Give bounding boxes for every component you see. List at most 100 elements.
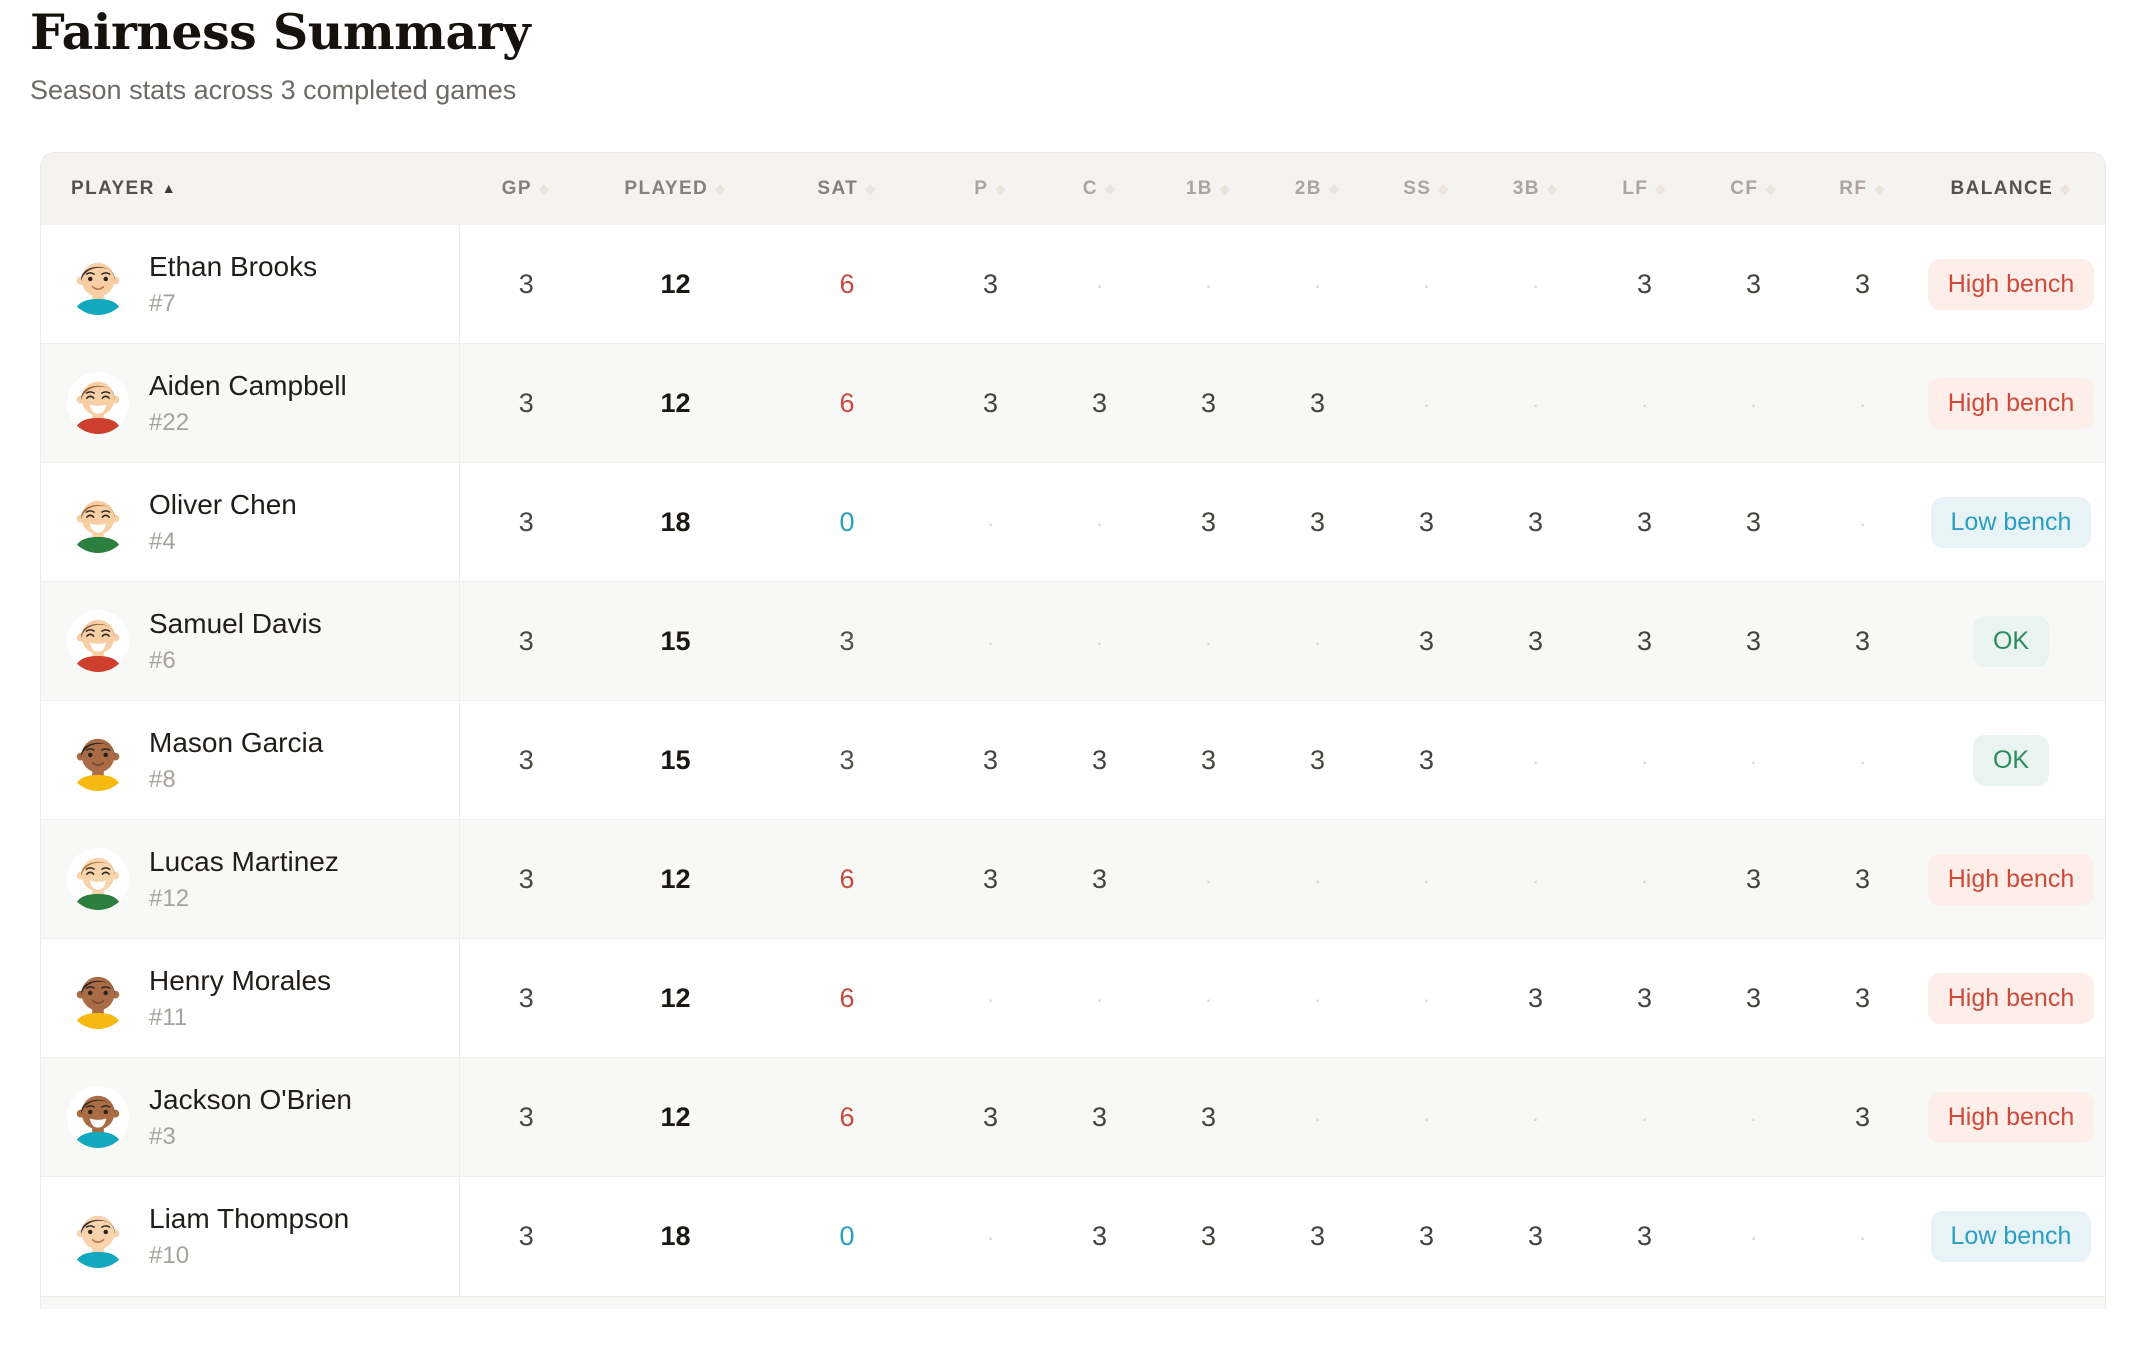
cell-cf: ·: [1699, 1176, 1808, 1296]
column-header-rf[interactable]: RF ◆: [1808, 153, 1917, 225]
column-header-1b[interactable]: 1B ◆: [1154, 153, 1263, 225]
player-avatar: [67, 253, 129, 316]
page-header: Fairness Summary Season stats across 3 c…: [0, 0, 2146, 106]
balance-badge: High bench: [1927, 972, 2095, 1024]
cell-3b: ·: [1481, 1057, 1590, 1177]
empty-dot: ·: [1313, 629, 1322, 655]
column-header-player[interactable]: PLAYER ▲: [41, 153, 459, 225]
cell-2b: ·: [1263, 225, 1372, 344]
balance-badge: OK: [1972, 734, 2050, 786]
empty-dot: ·: [1640, 748, 1649, 774]
column-header-gp[interactable]: GP ◆: [459, 153, 593, 225]
cell-balance: OK: [1917, 700, 2105, 820]
cell-2b: 3: [1263, 462, 1372, 582]
column-header-ss[interactable]: SS ◆: [1372, 153, 1481, 225]
cell-ss: ·: [1372, 938, 1481, 1058]
player-name: Jackson O'Brien: [149, 1083, 352, 1115]
empty-dot: ·: [1749, 1105, 1758, 1131]
empty-dot: ·: [1422, 1105, 1431, 1131]
cell-3b: 3: [1481, 581, 1590, 701]
column-header-sat[interactable]: SAT ◆: [758, 153, 936, 225]
column-header-balance[interactable]: BALANCE ◆: [1917, 153, 2105, 225]
column-label: SAT: [817, 177, 859, 199]
column-label: 3B: [1512, 177, 1540, 199]
cell-p: ·: [936, 581, 1045, 701]
cell-lf: 3: [1590, 1176, 1699, 1296]
cell-cf: 3: [1745, 268, 1762, 299]
column-label: 1B: [1185, 177, 1213, 199]
cell-lf: 3: [1636, 268, 1653, 299]
cell-p: 3: [936, 700, 1045, 820]
column-header-2b[interactable]: 2B ◆: [1263, 153, 1372, 225]
player-row: Oliver Chen #4 3 18 0 · · 3 3 3 3 3 3 · Low bench: [41, 462, 2105, 582]
cell-player: Aiden Campbell #22: [41, 343, 460, 463]
sort-diamond-icon: ◆: [1546, 180, 1559, 196]
cell-cf: ·: [1699, 700, 1808, 820]
player-avatar: [67, 729, 129, 792]
cell-sat: 3: [758, 581, 936, 701]
balance-badge: Low bench: [1930, 496, 2092, 548]
column-label: 2B: [1294, 177, 1322, 199]
cell-c: ·: [1045, 581, 1154, 701]
column-label: P: [974, 177, 989, 199]
sort-diamond-icon: ◆: [1104, 180, 1117, 196]
cell-rf: 3: [1808, 938, 1917, 1058]
cell-1b: 3: [1154, 462, 1263, 582]
sort-diamond-icon: ◆: [995, 180, 1007, 196]
cell-played: 18: [593, 1176, 758, 1296]
player-name: Aiden Campbell: [149, 369, 347, 401]
column-label: SS: [1403, 177, 1432, 199]
cell-played: 15: [593, 700, 758, 820]
cell-lf: ·: [1590, 819, 1699, 939]
sort-diamond-icon: ◆: [538, 180, 551, 196]
cell-sat: 6: [758, 343, 936, 463]
cell-played: 12: [660, 268, 691, 299]
column-label: GP: [501, 177, 532, 199]
cell-rf: ·: [1808, 462, 1917, 582]
cell-2b: 3: [1263, 700, 1372, 820]
player-jersey-number: #7: [149, 289, 176, 317]
sort-diamond-icon: ◆: [1328, 180, 1341, 196]
cell-cf: 3: [1699, 462, 1808, 582]
empty-dot: ·: [1422, 986, 1431, 1012]
empty-dot: ·: [1749, 391, 1758, 417]
player-avatar: [67, 610, 129, 673]
empty-dot: ·: [1531, 867, 1540, 893]
cell-played: 12: [593, 938, 758, 1058]
column-header-cf[interactable]: CF ◆: [1699, 153, 1808, 225]
cell-1b: ·: [1154, 581, 1263, 701]
column-header-3b[interactable]: 3B ◆: [1481, 153, 1590, 225]
cell-1b: 3: [1154, 1057, 1263, 1177]
column-header-played[interactable]: PLAYED ◆: [593, 153, 758, 225]
cell-lf: ·: [1590, 700, 1699, 820]
player-name: Oliver Chen: [149, 488, 297, 520]
cell-played: 12: [593, 819, 758, 939]
player-row: Aiden Campbell #22 3 12 6 3 3 3 3 · · · · · High bench: [41, 343, 2105, 463]
cell-rf: 3: [1808, 581, 1917, 701]
sort-diamond-icon: ◆: [1438, 180, 1450, 196]
cell-balance: Low bench: [1917, 1176, 2105, 1296]
cell-played: 12: [593, 343, 758, 463]
column-label: BALANCE: [1950, 177, 2054, 199]
column-header-p[interactable]: P ◆: [936, 153, 1045, 225]
cell-balance: High bench: [1917, 1057, 2105, 1177]
column-header-c[interactable]: C ◆: [1045, 153, 1154, 225]
column-header-lf[interactable]: LF ◆: [1590, 153, 1699, 225]
cell-c: ·: [1045, 225, 1154, 344]
empty-dot: ·: [1858, 391, 1867, 417]
empty-dot: ·: [1640, 1105, 1649, 1131]
empty-dot: ·: [1095, 510, 1104, 536]
fairness-table: PLAYER ▲ GP ◆ PLAYED ◆ SAT ◆ P ◆ C ◆ 1B ◆ 2B ◆ SS ◆ 3B ◆ LF ◆…: [41, 152, 2105, 1296]
cell-ss: 3: [1372, 700, 1481, 820]
cell-sat: 6: [839, 268, 855, 299]
cell-sat: 6: [758, 1057, 936, 1177]
cell-rf: ·: [1808, 343, 1917, 463]
balance-badge: High bench: [1927, 377, 2095, 429]
cell-player: Mason Garcia #8: [41, 700, 460, 820]
player-name: Liam Thompson: [149, 1203, 350, 1235]
player-jersey-number: #3: [149, 1122, 176, 1150]
cell-gp: 3: [459, 1057, 593, 1177]
cell-player: Oliver Chen #4: [41, 462, 460, 582]
empty-dot: ·: [1204, 272, 1213, 298]
cell-p: 3: [936, 343, 1045, 463]
